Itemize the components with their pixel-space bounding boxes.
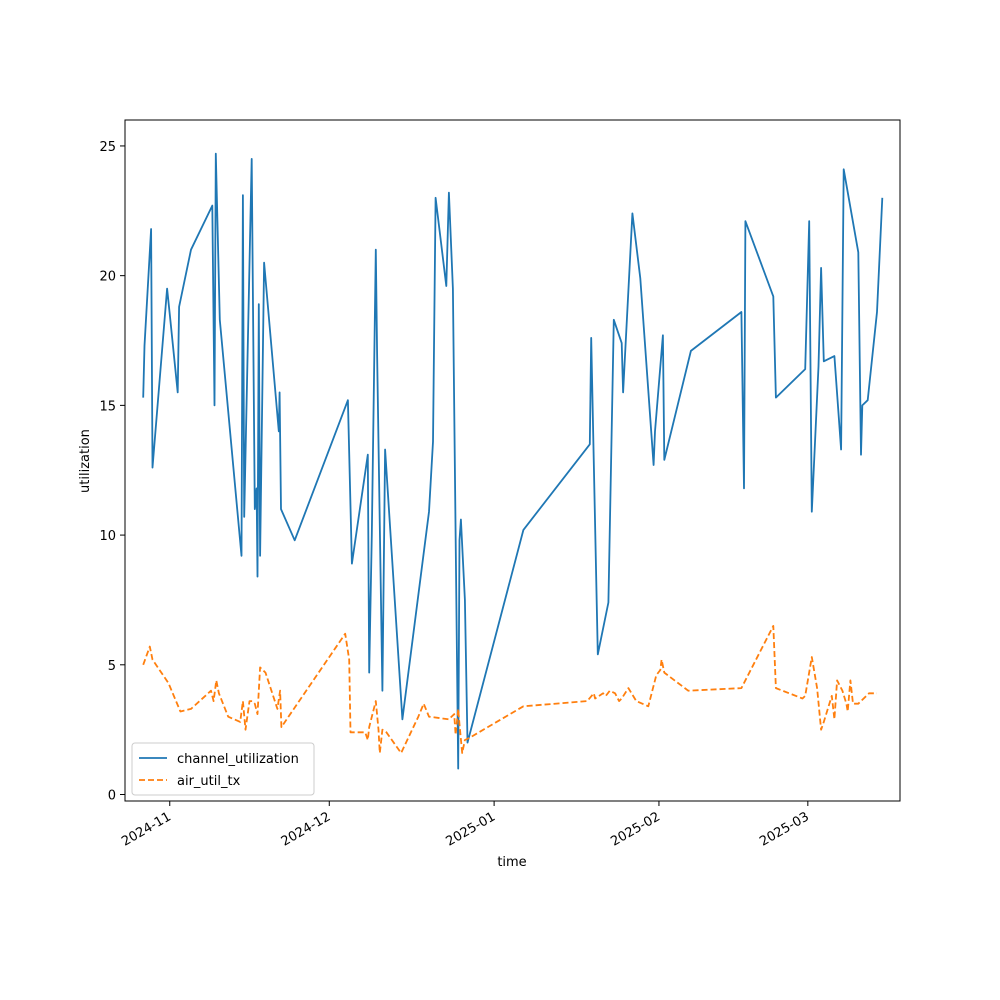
y-axis-label: utilization xyxy=(78,429,93,493)
y-axis: 0 5 10 15 20 25 xyxy=(99,140,125,804)
x-axis-label: time xyxy=(497,855,526,870)
legend-label-air_util_tx: air_util_tx xyxy=(177,774,241,789)
y-tick-label-10: 10 xyxy=(99,529,116,544)
plot-area xyxy=(124,119,901,802)
legend: channel_utilization air_util_tx xyxy=(131,742,315,796)
plot-frame xyxy=(124,119,901,802)
y-tick-label-20: 20 xyxy=(99,270,116,285)
y-tick-label-5: 5 xyxy=(108,659,116,674)
y-tick-label-25: 25 xyxy=(99,140,116,155)
legend-label-channel_utilization: channel_utilization xyxy=(177,752,299,767)
legend-box xyxy=(131,742,315,796)
series-line-air_util_tx xyxy=(142,625,877,754)
y-tick-label-0: 0 xyxy=(108,789,116,804)
series-line-channel_utilization xyxy=(142,152,884,770)
y-tick-label-15: 15 xyxy=(99,399,116,414)
